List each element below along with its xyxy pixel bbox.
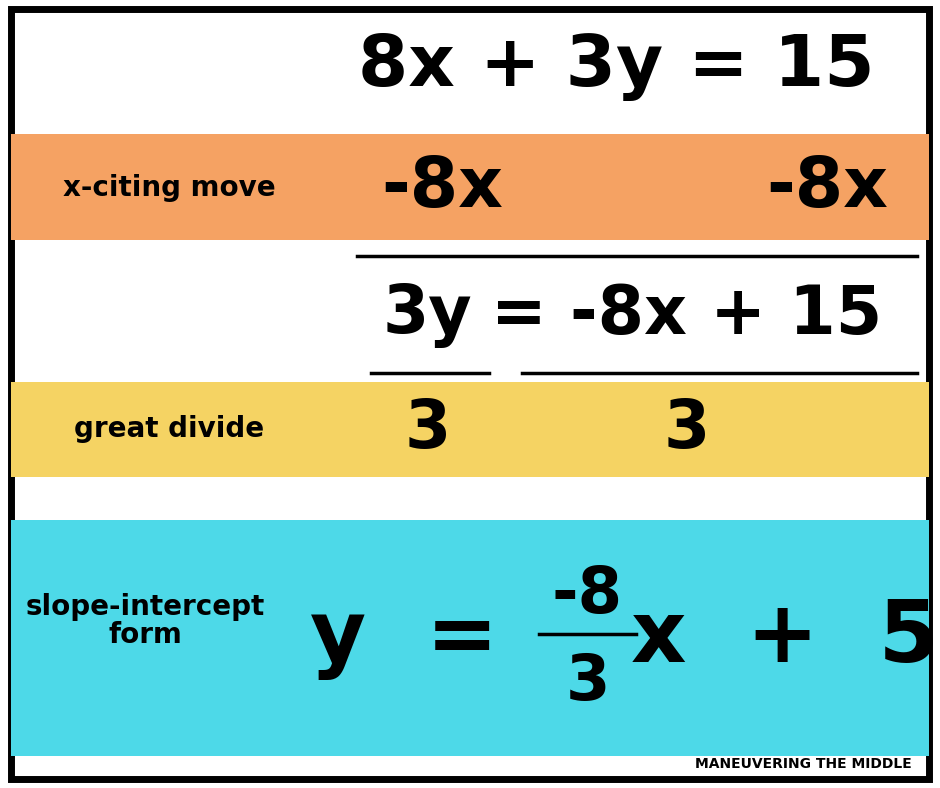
Text: slope-intercept: slope-intercept <box>26 593 265 621</box>
Text: -8: -8 <box>552 564 623 626</box>
Bar <box>11 134 929 240</box>
Text: y  =: y = <box>310 597 498 680</box>
Text: 3: 3 <box>565 651 610 712</box>
Text: form: form <box>109 621 182 649</box>
Text: 3: 3 <box>404 396 451 463</box>
FancyBboxPatch shape <box>11 9 929 779</box>
Text: 8x + 3y = 15: 8x + 3y = 15 <box>358 32 874 102</box>
Text: -8x: -8x <box>766 154 888 221</box>
Text: x-citing move: x-citing move <box>63 173 275 202</box>
Text: MANEUVERING THE MIDDLE: MANEUVERING THE MIDDLE <box>695 756 912 771</box>
Bar <box>11 382 929 477</box>
Text: great divide: great divide <box>74 415 264 444</box>
Text: -8x: -8x <box>381 154 503 221</box>
Text: 3: 3 <box>663 396 710 463</box>
Text: = -8x + 15: = -8x + 15 <box>491 282 882 348</box>
Text: 3y: 3y <box>383 282 473 348</box>
Text: x  +  5: x + 5 <box>631 597 939 680</box>
Bar <box>11 520 929 756</box>
